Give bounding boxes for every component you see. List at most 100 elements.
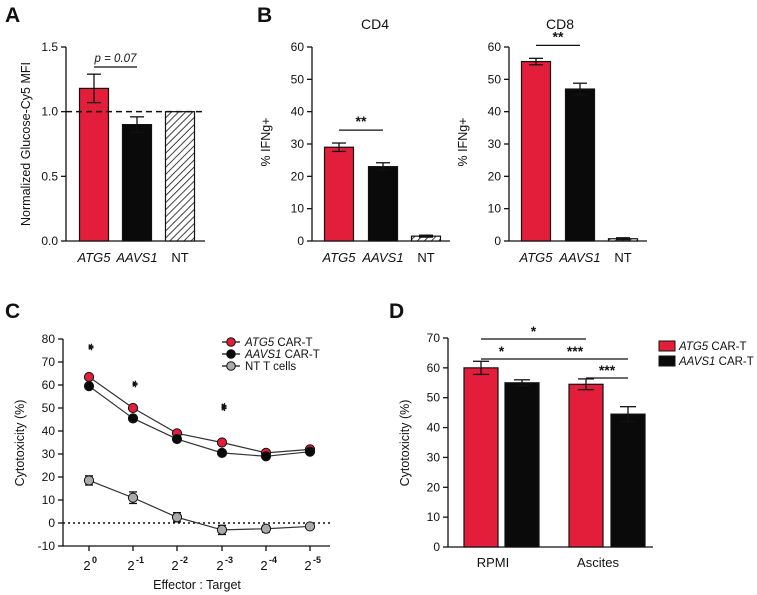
data-point: [171, 512, 183, 523]
data-point: [260, 523, 272, 534]
series-line: [88, 479, 311, 531]
legend: ATG5 CAR-T AAVS1 CAR-T: [658, 340, 754, 368]
legend-marker: [226, 361, 236, 371]
legend-name: NT T cells: [245, 361, 296, 373]
significance-label: **: [553, 28, 564, 44]
error-bar: [578, 378, 594, 391]
panel-b-cd8-chart: 0 10 20 30 40 50 60 % IFNg+ CD8 ATG5 AAVS1 NT **: [456, 16, 647, 265]
chart-2-y-label: % IFNg+: [456, 118, 470, 167]
significance-label: ***: [567, 343, 584, 359]
chart-2-y-tick-label: 40: [488, 105, 502, 119]
panel-a-chart: 0.0 0.5 1.0 1.5 Normalized Glucose-Cy5 MFI AT…: [19, 40, 205, 265]
data-point: [216, 447, 228, 458]
bar-rpmi-aavs1: [504, 382, 540, 548]
chart-3-y-tick-label: -10: [38, 539, 56, 553]
data-point: [83, 475, 95, 486]
chart-4-y-tick-label: 10: [427, 510, 441, 524]
legend-marker: [226, 349, 236, 359]
p-value-label: p = 0.07: [94, 53, 137, 65]
category-label: AAVS1: [361, 250, 403, 265]
chart-0-y-tick-label: 1.5: [41, 40, 58, 54]
x-tick-label-exponent: -3: [225, 555, 233, 565]
chart-4-y-tick-label: 70: [427, 331, 441, 345]
data-point: [260, 451, 272, 462]
legend-label: AAVS1 CAR-T: [678, 356, 754, 368]
bar-atg5: [323, 146, 355, 242]
series-2: [83, 475, 316, 536]
chart-0-y-label: Normalized Glucose-Cy5 MFI: [19, 62, 33, 226]
bar-rpmi-atg5: [463, 367, 499, 548]
significance-label: *: [531, 323, 537, 339]
x-tick-label-exponent: -5: [313, 555, 321, 565]
category-label: AAVS1: [558, 250, 600, 265]
chart-4-y-tick-label: 20: [427, 480, 441, 494]
chart-4-y-tick-label: 0: [433, 540, 440, 554]
x-tick-label-base: 2: [171, 558, 178, 573]
chart-1-y-tick-label: 40: [291, 105, 305, 119]
x-tick-label-base: 2: [216, 558, 223, 573]
chart-1-y-tick-label: 10: [291, 202, 305, 216]
data-point: [83, 381, 95, 392]
legend-name: ATG5: [244, 337, 275, 349]
chart-3-y-tick-label: 20: [42, 470, 56, 484]
chart-1-y-label: % IFNg+: [259, 118, 273, 167]
chart-1-y-tick-label: 60: [291, 40, 305, 54]
chart-4-y-tick-label: 30: [427, 450, 441, 464]
error-bar: [473, 360, 489, 376]
chart-3-y-tick-label: 80: [42, 332, 56, 346]
error-bar-nt: [419, 234, 433, 238]
chart-4-y-tick-label: 50: [427, 391, 441, 405]
data-point: [216, 524, 228, 536]
x-tick-label-base: 2: [260, 558, 267, 573]
panel-b-cd4-chart: 0 10 20 30 40 50 60 % IFNg+ CD4 ATG5 AAVS1 NT **: [259, 16, 450, 265]
chart-3-y-tick-label: 10: [42, 493, 56, 507]
bar-nt: [164, 111, 196, 242]
significance-label: **: [356, 113, 367, 129]
panel-letter-C: C: [5, 300, 20, 323]
category-label: NT: [417, 250, 434, 265]
legend-label: ATG5 CAR-T: [678, 341, 747, 353]
chart-3-y-label: Cytotoxicity (%): [13, 400, 27, 487]
chart-4-y-label: Cytotoxicity (%): [398, 400, 412, 487]
chart-1-y-tick-label: 30: [291, 137, 305, 151]
series-0: [83, 371, 316, 458]
chart-4-y-tick-label: 60: [427, 361, 441, 375]
error-bar-aavs1: [130, 116, 144, 134]
category-label: ATG5: [77, 250, 112, 265]
x-tick-label-base: 2: [304, 558, 311, 573]
x-tick-label-exponent: -2: [180, 555, 188, 565]
category-label: ATG5: [519, 250, 554, 265]
error-bar-nt: [616, 237, 630, 241]
panel-letter-A: A: [5, 4, 20, 27]
category-label: NT: [171, 250, 188, 265]
chart-2-y-tick-label: 0: [494, 234, 501, 248]
data-point: [127, 402, 139, 414]
category-label: AAVS1: [115, 250, 157, 265]
legend-suffix: CAR-T: [715, 356, 753, 368]
error-bar-atg5: [87, 73, 101, 104]
chart-3-x-label: Effector : Target: [153, 578, 241, 592]
x-tick-label-exponent: 0: [92, 555, 97, 565]
panel-letter-B: B: [257, 4, 272, 27]
chart-3-y-tick-label: 70: [42, 355, 56, 369]
legend-name: AAVS1: [678, 356, 715, 368]
chart-2-y-tick-label: 10: [488, 202, 502, 216]
chart-2-y-tick-label: 20: [488, 169, 502, 183]
panel-letter-D: D: [389, 300, 404, 323]
x-tick-label-base: 2: [83, 558, 90, 573]
x-tick-label-exponent: -4: [269, 555, 277, 565]
chart-0-y-tick-label: 1.0: [41, 105, 58, 119]
legend-label: ATG5 CAR-T: [244, 337, 313, 349]
legend-marker: [226, 337, 236, 347]
error-bar-aavs1: [376, 162, 390, 172]
chart-3-y-tick-label: 0: [48, 516, 55, 530]
legend-label: NT T cells: [245, 361, 296, 373]
data-point: [304, 521, 316, 532]
error-bar: [514, 379, 530, 387]
category-label: ATG5: [322, 250, 357, 265]
chart-2-y-tick-label: 60: [488, 40, 502, 54]
chart-0-y-tick-label: 0.5: [41, 169, 58, 183]
chart-2-y-tick-label: 50: [488, 72, 502, 86]
